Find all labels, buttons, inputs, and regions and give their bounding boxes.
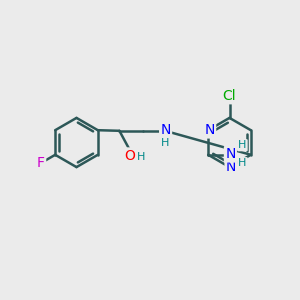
Text: O: O [124, 149, 135, 163]
Text: N: N [226, 160, 236, 174]
Text: Cl: Cl [223, 89, 236, 103]
Text: N: N [160, 123, 171, 137]
Text: F: F [37, 156, 45, 170]
Text: H: H [160, 138, 169, 148]
Text: N: N [205, 123, 215, 137]
Text: N: N [225, 147, 236, 161]
Text: H: H [238, 140, 247, 150]
Text: H: H [137, 152, 146, 162]
Text: H: H [238, 158, 247, 168]
